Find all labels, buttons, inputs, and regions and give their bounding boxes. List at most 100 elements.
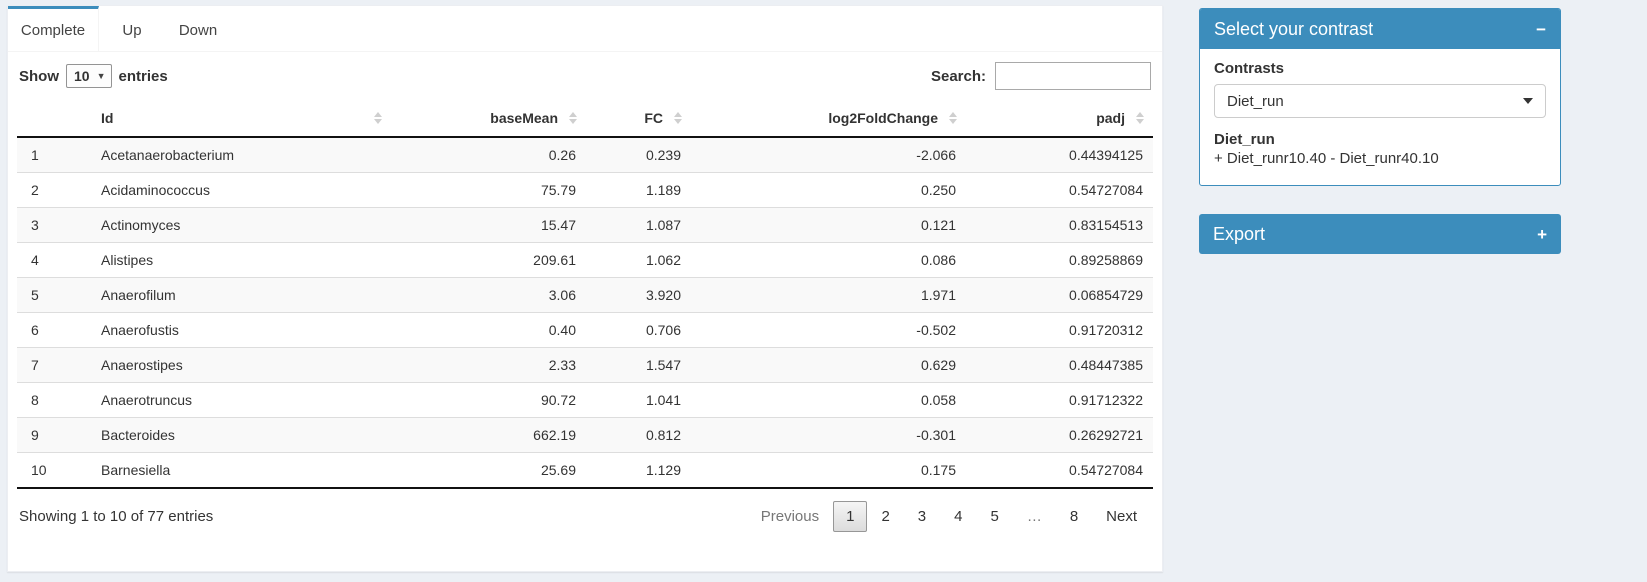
tab-up[interactable]: Up xyxy=(99,6,165,51)
row-number: 4 xyxy=(17,242,91,278)
cell-fc: 0.812 xyxy=(586,417,691,453)
cell-padj: 0.26292721 xyxy=(966,417,1153,453)
cell-log2foldchange: -0.502 xyxy=(691,312,966,348)
page-length-value: 10 xyxy=(74,68,90,84)
cell-padj: 0.91712322 xyxy=(966,382,1153,418)
column-header-id-label: Id xyxy=(101,110,114,126)
cell-padj: 0.06854729 xyxy=(966,277,1153,313)
results-table-box: Complete Up Down Show 10 ▼ entries Searc… xyxy=(7,5,1163,572)
table-row[interactable]: 8 Anaerotruncus 90.72 1.041 0.058 0.91712322 xyxy=(17,382,1153,418)
column-header-rownum xyxy=(17,100,91,138)
expand-icon[interactable]: + xyxy=(1537,224,1547,244)
cell-basemean: 2.33 xyxy=(391,347,586,383)
table-row[interactable]: 3 Actinomyces 15.47 1.087 0.121 0.83154513 xyxy=(17,207,1153,243)
row-number: 1 xyxy=(31,147,39,163)
show-label: Show xyxy=(19,67,59,85)
search-input[interactable] xyxy=(995,62,1151,90)
column-header-fc[interactable]: FC xyxy=(586,100,691,138)
table-row[interactable]: 2 Acidaminococcus 75.79 1.189 0.250 0.5472708… xyxy=(17,172,1153,208)
tab-down-label: Down xyxy=(178,21,218,39)
row-number: 2 xyxy=(17,172,91,208)
select-arrow-icon: ▼ xyxy=(96,71,106,81)
cell-fc: 1.041 xyxy=(586,382,691,418)
cell-id: Anaerostipes xyxy=(91,347,391,383)
export-title: Export xyxy=(1213,223,1266,244)
cell-padj: 0.89258869 xyxy=(966,242,1153,278)
sort-icon xyxy=(1136,112,1144,124)
select-contrast-box: Select your contrast − Contrasts Diet_ru… xyxy=(1199,8,1561,186)
cell-basemean: 15.47 xyxy=(391,207,586,243)
row-number: 6 xyxy=(17,312,91,348)
contrast-detail-formula: + Diet_runr10.40 - Diet_runr40.10 xyxy=(1214,150,1439,167)
search-label: Search: xyxy=(930,67,986,85)
pagination-page-5[interactable]: 5 xyxy=(990,508,999,525)
pagination-next[interactable]: Next xyxy=(1106,508,1137,525)
table-row[interactable]: 1 Acetanaerobacterium 0.26 0.239 -2.066 0.443… xyxy=(17,137,1153,173)
row-number: 10 xyxy=(17,452,91,488)
table-row[interactable]: 9 Bacteroides 662.19 0.812 -0.301 0.26292721 xyxy=(17,417,1153,453)
contrast-select[interactable]: Diet_run xyxy=(1214,84,1546,118)
pagination-previous: Previous xyxy=(760,508,820,525)
table-body: 1 Acetanaerobacterium 0.26 0.239 -2.066 0.443… xyxy=(17,137,1153,488)
sort-icon xyxy=(674,112,682,124)
row-number: 3 xyxy=(17,207,91,243)
table-row[interactable]: 7 Anaerostipes 2.33 1.547 0.629 0.48447385 xyxy=(17,347,1153,383)
column-header-log2foldchange[interactable]: log2FoldChange xyxy=(691,100,966,138)
cell-basemean: 0.40 xyxy=(391,312,586,348)
cell-fc: 1.189 xyxy=(586,172,691,208)
cell-basemean: 25.69 xyxy=(391,452,586,488)
cell-fc: 3.920 xyxy=(586,277,691,313)
tab-complete[interactable]: Complete xyxy=(8,6,99,51)
cell-fc: 1.129 xyxy=(586,452,691,488)
cell-padj: 0.83154513 xyxy=(966,207,1153,243)
pagination: Previous 1 2 3 4 5 … 8 Next xyxy=(747,501,1151,532)
cell-fc: 1.547 xyxy=(586,347,691,383)
cell-log2foldchange: -2.066 xyxy=(916,147,956,163)
cell-id: Bacteroides xyxy=(91,417,391,453)
entries-label: entries xyxy=(118,67,168,85)
table-header-row: Id baseMean FC log2FoldChange xyxy=(17,100,1153,138)
cell-fc: 0.239 xyxy=(645,147,681,163)
row-number: 7 xyxy=(17,347,91,383)
select-contrast-title: Select your contrast xyxy=(1214,18,1374,39)
cell-basemean: 0.26 xyxy=(548,147,576,163)
results-table: Id baseMean FC log2FoldChange xyxy=(17,100,1153,489)
tab-up-label: Up xyxy=(122,21,142,39)
tab-down[interactable]: Down xyxy=(165,6,231,51)
cell-padj: 0.91720312 xyxy=(966,312,1153,348)
cell-id: Anaerofustis xyxy=(91,312,391,348)
cell-basemean: 90.72 xyxy=(391,382,586,418)
cell-fc: 1.062 xyxy=(586,242,691,278)
pagination-page-8[interactable]: 8 xyxy=(1069,508,1079,525)
column-header-log2foldchange-label: log2FoldChange xyxy=(828,110,938,126)
row-number: 9 xyxy=(17,417,91,453)
table-row[interactable]: 4 Alistipes 209.61 1.062 0.086 0.89258869 xyxy=(17,242,1153,278)
pagination-page-1[interactable]: 1 xyxy=(833,501,868,532)
cell-id: Anaerotruncus xyxy=(91,382,391,418)
cell-log2foldchange: -0.301 xyxy=(691,417,966,453)
pagination-page-4[interactable]: 4 xyxy=(954,508,963,525)
cell-log2foldchange: 1.971 xyxy=(691,277,966,313)
sort-icon xyxy=(569,112,577,124)
column-header-padj[interactable]: padj xyxy=(966,100,1153,138)
cell-id: Acetanaerobacterium xyxy=(101,147,235,163)
collapse-icon[interactable]: − xyxy=(1536,19,1546,39)
pagination-page-3[interactable]: 3 xyxy=(917,508,927,525)
row-number: 8 xyxy=(17,382,91,418)
cell-fc: 0.706 xyxy=(586,312,691,348)
column-header-basemean[interactable]: baseMean xyxy=(391,100,586,138)
table-row[interactable]: 6 Anaerofustis 0.40 0.706 -0.502 0.91720312 xyxy=(17,312,1153,348)
sort-icon xyxy=(949,112,957,124)
pagination-page-2[interactable]: 2 xyxy=(881,508,890,525)
table-row[interactable]: 5 Anaerofilum 3.06 3.920 1.971 0.06854729 xyxy=(17,277,1153,313)
column-header-fc-label: FC xyxy=(644,110,663,126)
column-header-padj-label: padj xyxy=(1096,110,1125,126)
column-header-id[interactable]: Id xyxy=(91,100,391,138)
sort-icon xyxy=(374,112,382,124)
chevron-down-icon xyxy=(1523,98,1533,104)
cell-id: Barnesiella xyxy=(91,452,391,488)
page-length-select[interactable]: 10 ▼ xyxy=(66,64,112,88)
table-row[interactable]: 10 Barnesiella 25.69 1.129 0.175 0.54727084 xyxy=(17,452,1153,488)
export-box-header[interactable]: Export + xyxy=(1199,214,1561,254)
cell-id: Anaerofilum xyxy=(91,277,391,313)
